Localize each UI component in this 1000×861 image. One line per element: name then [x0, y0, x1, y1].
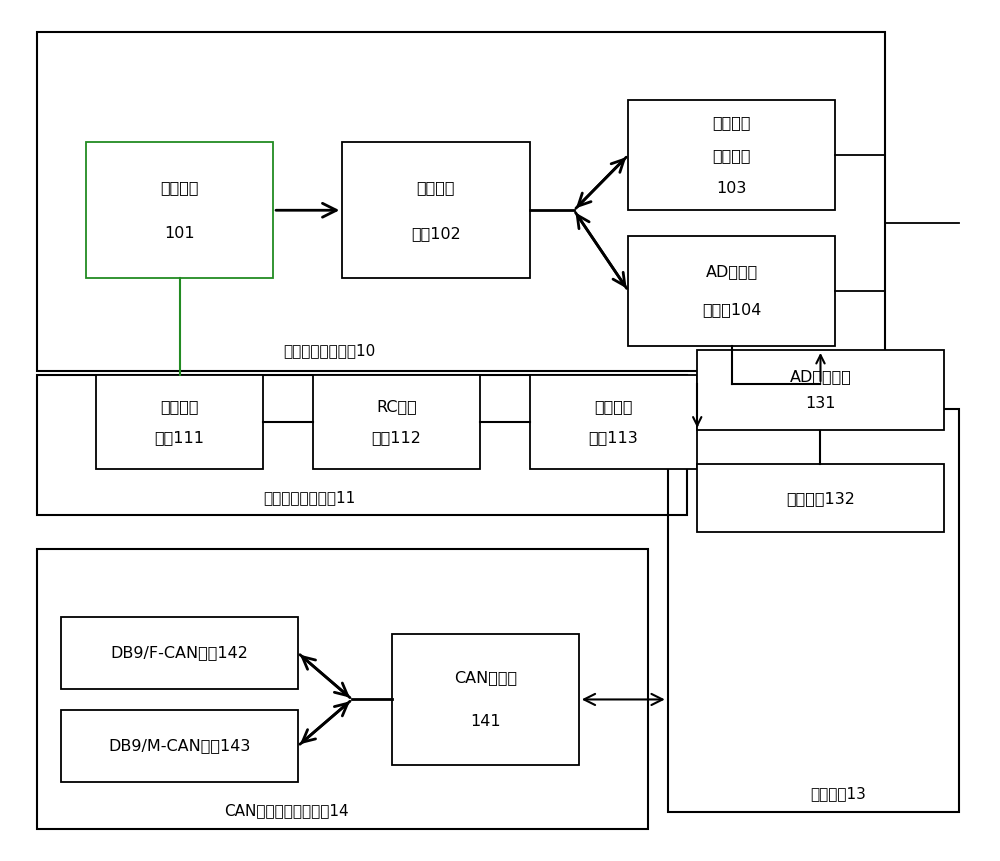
- Text: 输入转换: 输入转换: [160, 399, 199, 413]
- Bar: [86, 142, 273, 278]
- Bar: [697, 464, 944, 532]
- Text: 电路112: 电路112: [372, 430, 421, 445]
- Bar: [668, 409, 959, 812]
- Text: 101: 101: [164, 226, 195, 241]
- Text: 输入保护: 输入保护: [594, 399, 633, 413]
- Text: 两级稳压: 两级稳压: [417, 180, 455, 195]
- Bar: [61, 616, 298, 689]
- Bar: [37, 549, 648, 828]
- Bar: [628, 236, 835, 346]
- Text: RC滤波: RC滤波: [376, 399, 417, 413]
- Text: 电路111: 电路111: [155, 430, 205, 445]
- Text: 多路模拟输入单元11: 多路模拟输入单元11: [263, 490, 356, 505]
- Text: CAN收发器: CAN收发器: [454, 670, 517, 684]
- Bar: [37, 33, 885, 371]
- Bar: [342, 142, 530, 278]
- Text: AD精密稳: AD精密稳: [706, 264, 758, 280]
- Bar: [628, 100, 835, 210]
- Bar: [61, 710, 298, 782]
- Bar: [313, 375, 480, 468]
- Text: 供电电路: 供电电路: [712, 148, 751, 163]
- Bar: [37, 375, 687, 515]
- Text: DB9/F-CAN接口142: DB9/F-CAN接口142: [111, 646, 248, 660]
- Text: 微处理器: 微处理器: [712, 115, 751, 130]
- Text: DB9/M-CAN接口143: DB9/M-CAN接口143: [108, 739, 251, 753]
- Bar: [530, 375, 697, 468]
- Text: 103: 103: [717, 181, 747, 195]
- Text: 电路113: 电路113: [589, 430, 638, 445]
- Text: 处理单元13: 处理单元13: [811, 787, 866, 802]
- Text: 131: 131: [805, 396, 836, 412]
- Text: CAN总线数据发送单元14: CAN总线数据发送单元14: [224, 803, 349, 819]
- Text: 车载电源: 车载电源: [160, 180, 199, 195]
- Bar: [96, 375, 263, 468]
- Text: AD采集电路: AD采集电路: [790, 369, 851, 384]
- Text: 微处理器132: 微处理器132: [786, 491, 855, 505]
- Text: 141: 141: [470, 715, 501, 729]
- Text: 电路102: 电路102: [411, 226, 461, 241]
- Bar: [697, 350, 944, 430]
- Text: 压电路104: 压电路104: [702, 302, 761, 317]
- Text: 多级电源管理单元10: 多级电源管理单元10: [283, 344, 375, 358]
- Bar: [392, 634, 579, 765]
